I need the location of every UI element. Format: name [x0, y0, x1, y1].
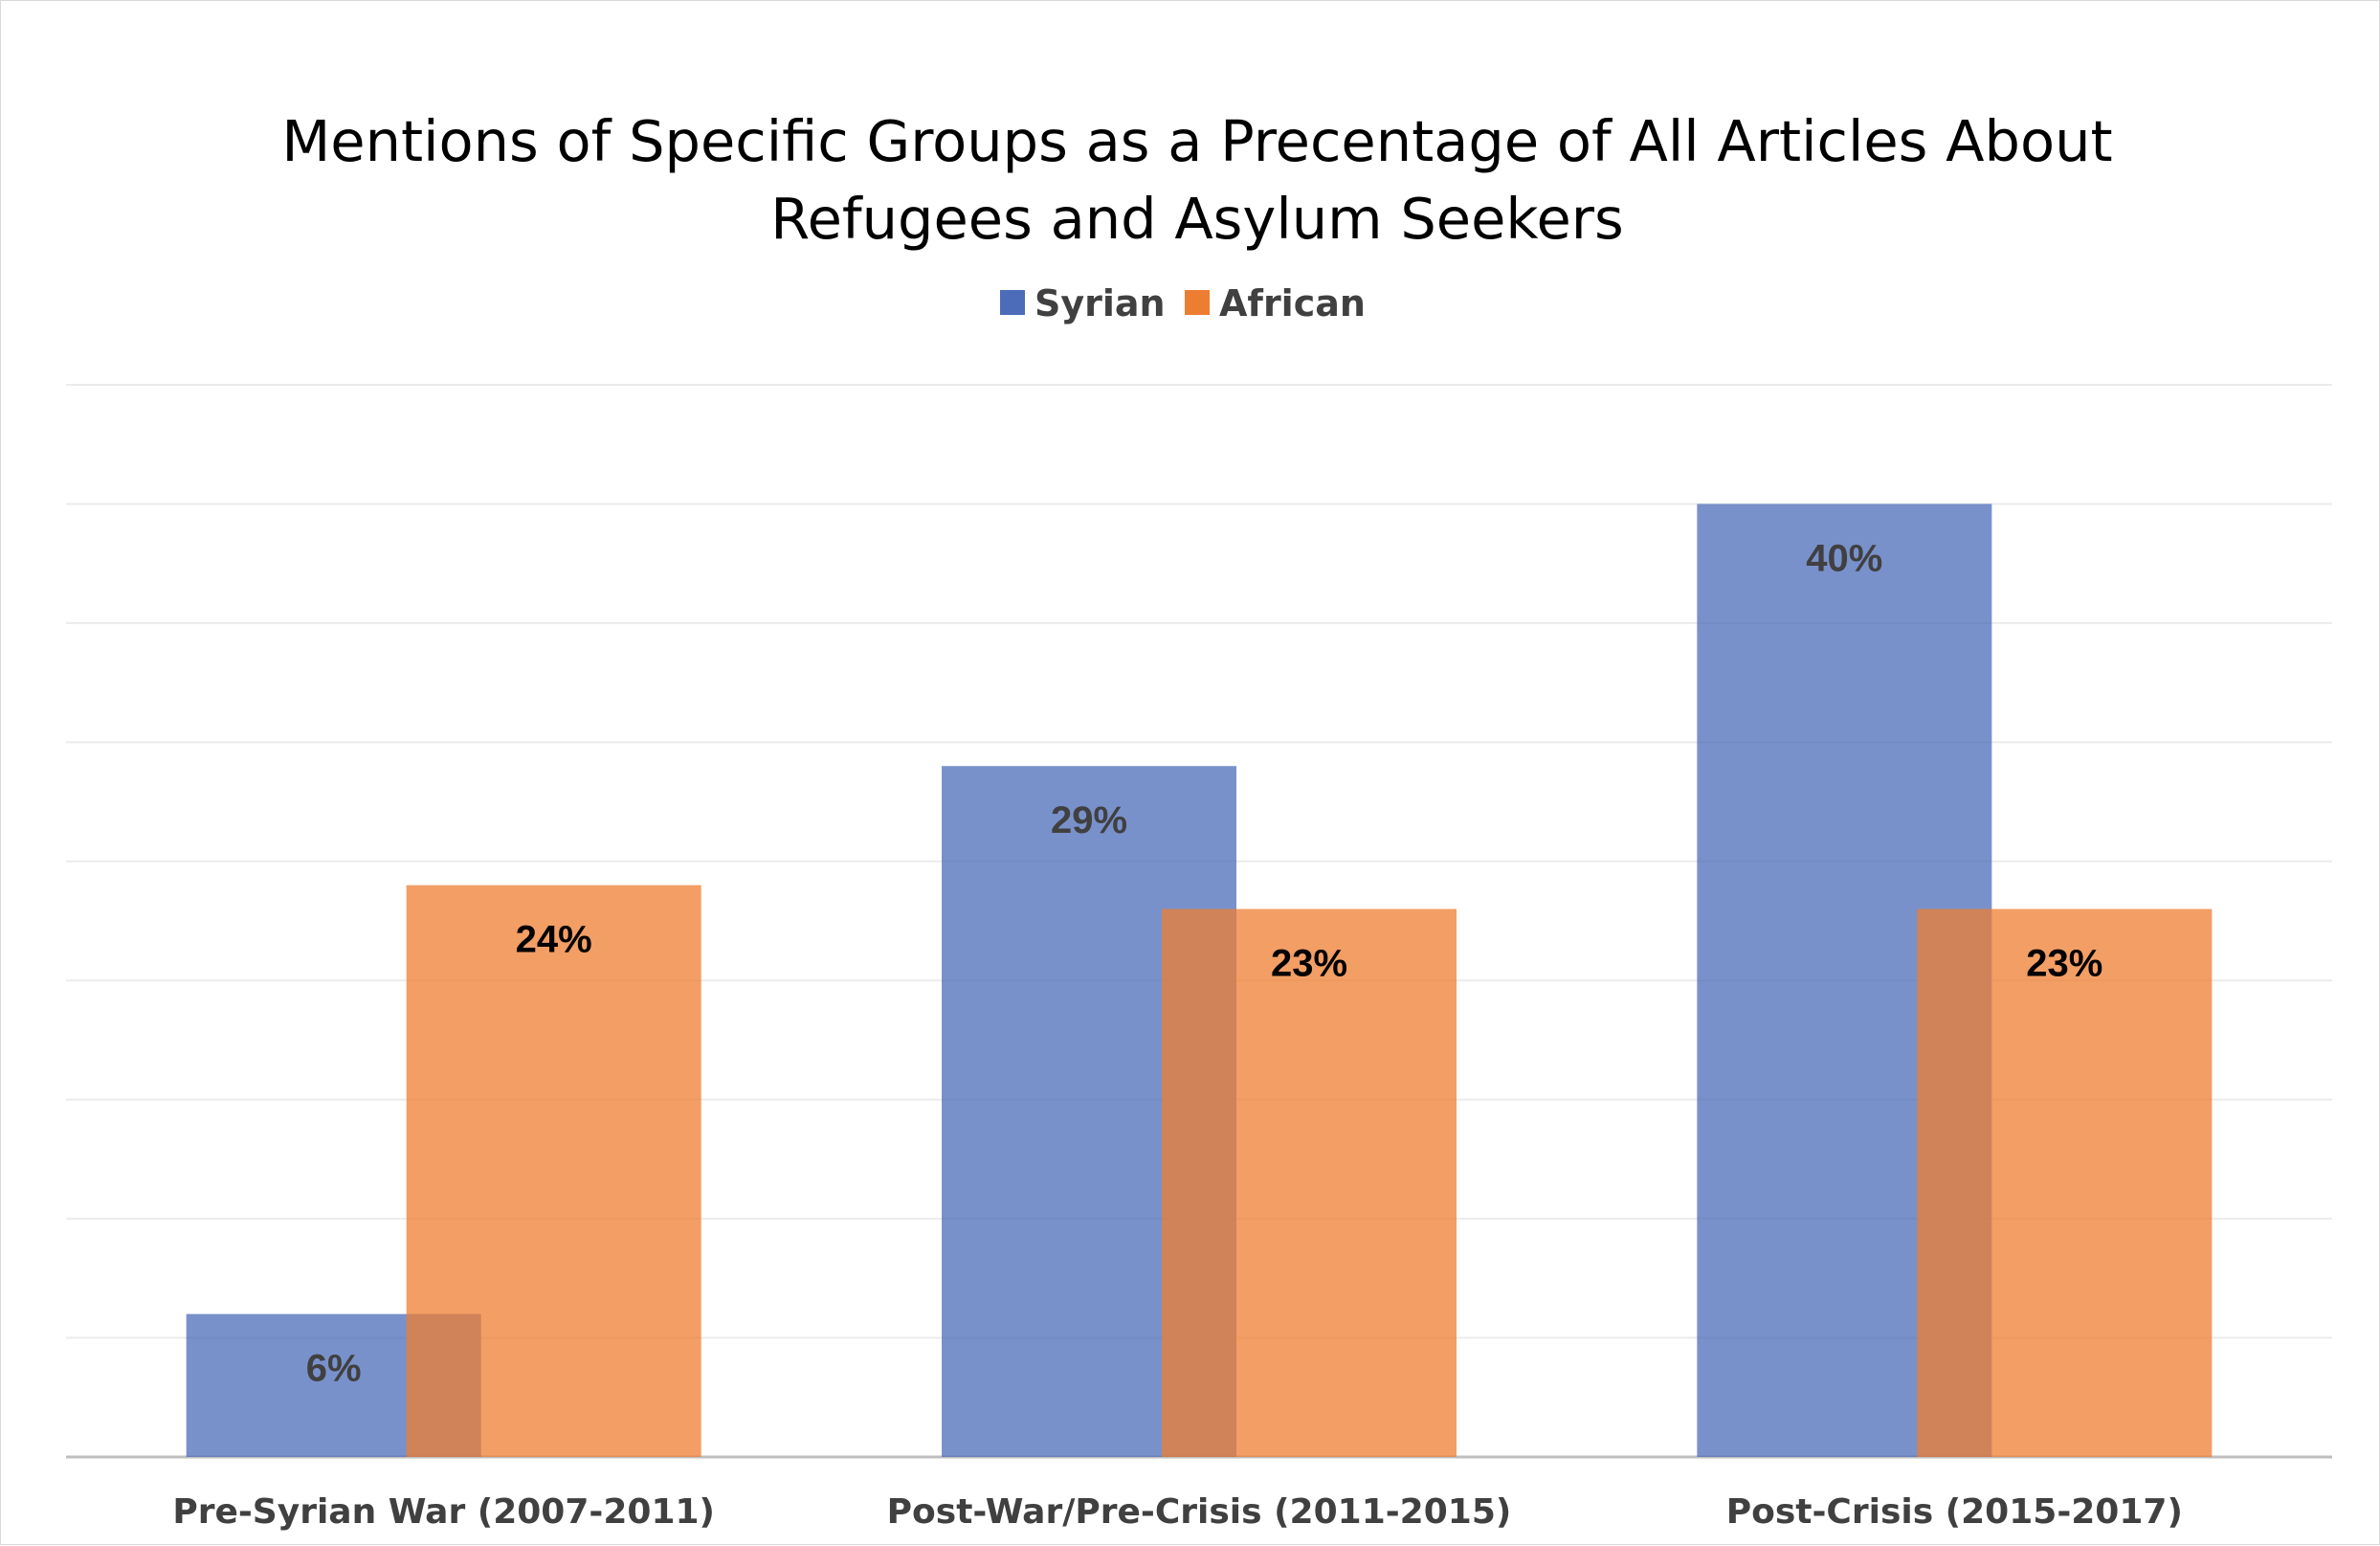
legend-label-african: African	[1219, 282, 1366, 325]
data-label-african: 24%	[516, 919, 592, 961]
chart-title-line-2: Refugees and Asylum Seekers	[770, 186, 1624, 252]
chart-title-line-1: Mentions of Specific Groups as a Precent…	[281, 108, 2112, 174]
x-tick-label: Post-Crisis (2015-2017)	[1726, 1492, 2183, 1532]
legend: Syrian African	[1000, 282, 1366, 325]
x-axis-tick-labels: Pre-Syrian War (2007-2011) Post-War/Pre-C…	[172, 1492, 2183, 1532]
data-label-african: 23%	[2026, 943, 2102, 985]
data-labels: 6% 24% 29% 23% 40% 23%	[306, 537, 2103, 1389]
bars	[186, 504, 2213, 1457]
legend-swatch-syrian	[1000, 290, 1025, 315]
data-label-syrian: 29%	[1051, 799, 1127, 841]
data-label-syrian: 6%	[306, 1348, 362, 1390]
data-label-african: 23%	[1271, 943, 1347, 985]
x-tick-label: Post-War/Pre-Crisis (2011-2015)	[887, 1492, 1512, 1532]
bar-african	[1917, 908, 2213, 1457]
legend-label-syrian: Syrian	[1034, 282, 1166, 325]
bar-african	[406, 885, 701, 1457]
x-tick-label: Pre-Syrian War (2007-2011)	[172, 1492, 715, 1532]
data-label-syrian: 40%	[1806, 537, 1882, 579]
legend-swatch-african	[1185, 290, 1210, 315]
bar-african	[1162, 908, 1457, 1457]
